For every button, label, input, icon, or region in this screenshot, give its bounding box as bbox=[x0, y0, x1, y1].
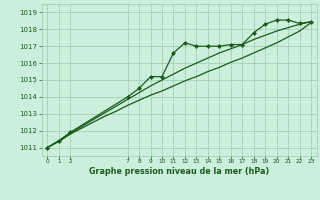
X-axis label: Graphe pression niveau de la mer (hPa): Graphe pression niveau de la mer (hPa) bbox=[89, 167, 269, 176]
